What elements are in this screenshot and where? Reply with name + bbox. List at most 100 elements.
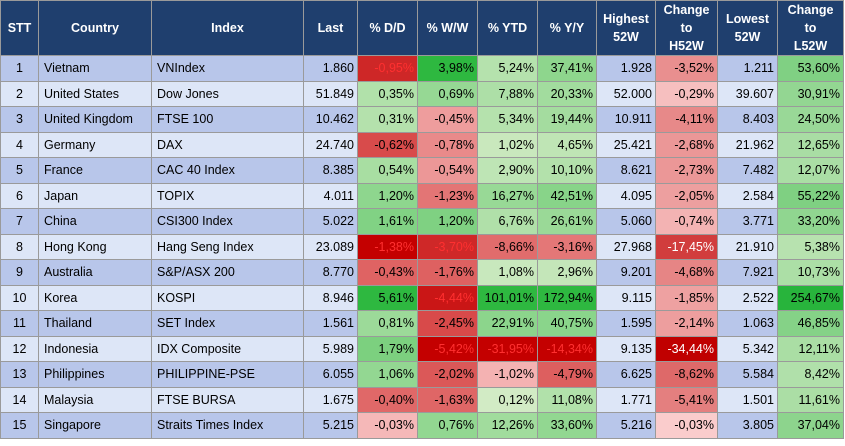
cell-yy: 33,60% bbox=[537, 412, 597, 439]
cell-dd: 1,79% bbox=[357, 335, 418, 362]
cell-low: 21.910 bbox=[717, 233, 778, 260]
cell-low: 3.805 bbox=[717, 412, 778, 439]
table-row: 3 United Kingdom FTSE 100 10.462 0,31% -0,45%… bbox=[0, 106, 844, 133]
cell-yy: 40,75% bbox=[537, 310, 597, 337]
cell-high: 10.911 bbox=[596, 106, 656, 133]
cell-stt: 6 bbox=[0, 182, 39, 209]
cell-ch: -2,14% bbox=[655, 310, 718, 337]
cell-low: 1.211 bbox=[717, 55, 778, 82]
cell-country: Thailand bbox=[38, 310, 152, 337]
cell-dd: 1,06% bbox=[357, 361, 418, 388]
cell-low: 5.584 bbox=[717, 361, 778, 388]
cell-country: Australia bbox=[38, 259, 152, 286]
header-country: Country bbox=[38, 0, 152, 56]
table-row: 7 China CSI300 Index 5.022 1,61% 1,20% 6,76% 26… bbox=[0, 208, 844, 235]
cell-ch: -2,68% bbox=[655, 131, 718, 158]
cell-ytd: 1,02% bbox=[477, 131, 538, 158]
cell-cl: 254,67% bbox=[777, 284, 844, 311]
cell-ch: -0,29% bbox=[655, 80, 718, 107]
cell-dd: -0,40% bbox=[357, 386, 418, 413]
cell-low: 1.501 bbox=[717, 386, 778, 413]
cell-dd: -0,95% bbox=[357, 55, 418, 82]
cell-index: VNIndex bbox=[151, 55, 304, 82]
cell-low: 1.063 bbox=[717, 310, 778, 337]
cell-ww: -5,42% bbox=[417, 335, 478, 362]
cell-low: 2.584 bbox=[717, 182, 778, 209]
cell-last: 24.740 bbox=[303, 131, 358, 158]
cell-ytd: 101,01% bbox=[477, 284, 538, 311]
cell-country: France bbox=[38, 157, 152, 184]
table-row: 6 Japan TOPIX 4.011 1,20% -1,23% 16,27% 42,51% 4… bbox=[0, 182, 844, 209]
cell-ytd: 22,91% bbox=[477, 310, 538, 337]
cell-yy: 20,33% bbox=[537, 80, 597, 107]
cell-ytd: -1,02% bbox=[477, 361, 538, 388]
cell-yy: -14,34% bbox=[537, 335, 597, 362]
cell-ww: -2,02% bbox=[417, 361, 478, 388]
cell-stt: 8 bbox=[0, 233, 39, 260]
cell-low: 21.962 bbox=[717, 131, 778, 158]
cell-yy: -4,79% bbox=[537, 361, 597, 388]
header-ch: Change to H52W bbox=[655, 0, 718, 56]
cell-dd: -0,43% bbox=[357, 259, 418, 286]
cell-ch: -34,44% bbox=[655, 335, 718, 362]
cell-yy: 11,08% bbox=[537, 386, 597, 413]
cell-low: 8.403 bbox=[717, 106, 778, 133]
cell-ytd: 5,34% bbox=[477, 106, 538, 133]
header-dd: % D/D bbox=[357, 0, 418, 56]
cell-last: 8.385 bbox=[303, 157, 358, 184]
cell-country: Hong Kong bbox=[38, 233, 152, 260]
header-yy: % Y/Y bbox=[537, 0, 597, 56]
cell-stt: 15 bbox=[0, 412, 39, 439]
cell-ww: -0,45% bbox=[417, 106, 478, 133]
cell-cl: 33,20% bbox=[777, 208, 844, 235]
cell-ch: -17,45% bbox=[655, 233, 718, 260]
table-row: 12 Indonesia IDX Composite 5.989 1,79% -5,42%… bbox=[0, 335, 844, 362]
cell-stt: 9 bbox=[0, 259, 39, 286]
table-row: 4 Germany DAX 24.740 -0,62% -0,78% 1,02% 4,65% 2… bbox=[0, 131, 844, 158]
cell-yy: -3,16% bbox=[537, 233, 597, 260]
cell-last: 8.946 bbox=[303, 284, 358, 311]
table-row: 11 Thailand SET Index 1.561 0,81% -2,45% 22,91… bbox=[0, 310, 844, 337]
cell-cl: 55,22% bbox=[777, 182, 844, 209]
cell-ytd: 6,76% bbox=[477, 208, 538, 235]
cell-ch: -8,62% bbox=[655, 361, 718, 388]
cell-country: Philippines bbox=[38, 361, 152, 388]
table-row: 13 Philippines PHILIPPINE-PSE 6.055 1,06% -2,… bbox=[0, 361, 844, 388]
cell-yy: 42,51% bbox=[537, 182, 597, 209]
cell-high: 4.095 bbox=[596, 182, 656, 209]
cell-country: Germany bbox=[38, 131, 152, 158]
cell-ch: -2,73% bbox=[655, 157, 718, 184]
cell-dd: 0,81% bbox=[357, 310, 418, 337]
cell-ytd: 5,24% bbox=[477, 55, 538, 82]
cell-index: Straits Times Index bbox=[151, 412, 304, 439]
header-stt: STT bbox=[0, 0, 39, 56]
cell-dd: -0,03% bbox=[357, 412, 418, 439]
cell-last: 23.089 bbox=[303, 233, 358, 260]
cell-cl: 30,91% bbox=[777, 80, 844, 107]
cell-high: 5.060 bbox=[596, 208, 656, 235]
cell-ch: -0,03% bbox=[655, 412, 718, 439]
table-row: 8 Hong Kong Hang Seng Index 23.089 -1,38% -3,… bbox=[0, 233, 844, 260]
cell-country: Japan bbox=[38, 182, 152, 209]
cell-yy: 26,61% bbox=[537, 208, 597, 235]
cell-low: 39.607 bbox=[717, 80, 778, 107]
cell-stt: 12 bbox=[0, 335, 39, 362]
cell-ytd: -8,66% bbox=[477, 233, 538, 260]
cell-last: 5.022 bbox=[303, 208, 358, 235]
header-cl: Change to L52W bbox=[777, 0, 844, 56]
cell-high: 1.771 bbox=[596, 386, 656, 413]
cell-index: DAX bbox=[151, 131, 304, 158]
cell-index: S&P/ASX 200 bbox=[151, 259, 304, 286]
cell-ww: -1,76% bbox=[417, 259, 478, 286]
header-last: Last bbox=[303, 0, 358, 56]
cell-country: China bbox=[38, 208, 152, 235]
cell-stt: 1 bbox=[0, 55, 39, 82]
cell-last: 4.011 bbox=[303, 182, 358, 209]
cell-stt: 5 bbox=[0, 157, 39, 184]
cell-cl: 24,50% bbox=[777, 106, 844, 133]
cell-ww: -0,54% bbox=[417, 157, 478, 184]
cell-last: 5.215 bbox=[303, 412, 358, 439]
table-body: 1 Vietnam VNIndex 1.860 -0,95% 3,98% 5,24% 37,4… bbox=[0, 55, 844, 439]
table-row: 1 Vietnam VNIndex 1.860 -0,95% 3,98% 5,24% 37,4… bbox=[0, 55, 844, 82]
cell-index: SET Index bbox=[151, 310, 304, 337]
